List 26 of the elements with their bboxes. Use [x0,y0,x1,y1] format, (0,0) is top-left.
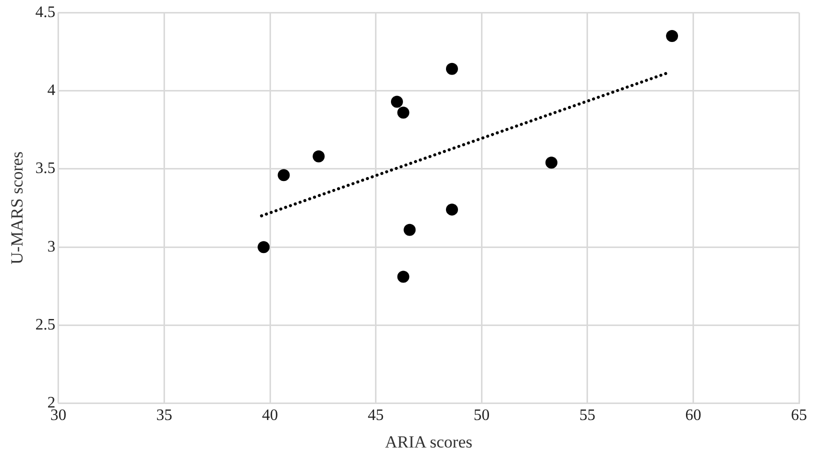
x-tick-label: 65 [791,407,807,424]
point [278,169,290,182]
point [312,150,325,162]
x-axis-title: ARIA scores [385,432,472,452]
y-tick-label: 3.5 [35,160,56,178]
x-tick-label: 60 [685,407,702,424]
point [397,106,410,119]
point [390,96,403,108]
x-tick-label: 35 [156,407,172,424]
point [258,241,270,254]
y-tick-label: 4 [47,82,56,99]
x-tick-label: 45 [368,407,384,424]
point [446,62,458,75]
x-tick-label: 55 [579,407,596,424]
y-tick-label: 2.5 [35,316,56,334]
x-tick-label: 40 [262,407,278,424]
x-tick-label: 50 [474,407,490,424]
y-axis-title: U-MARS scores [8,152,27,264]
y-tick-label: 4.5 [35,4,56,21]
point [446,204,458,216]
y-tick-label: 3 [47,238,56,256]
x-tick-label: 30 [50,407,66,424]
point [404,224,416,236]
point [397,270,410,283]
point [545,156,558,169]
point [666,30,678,42]
